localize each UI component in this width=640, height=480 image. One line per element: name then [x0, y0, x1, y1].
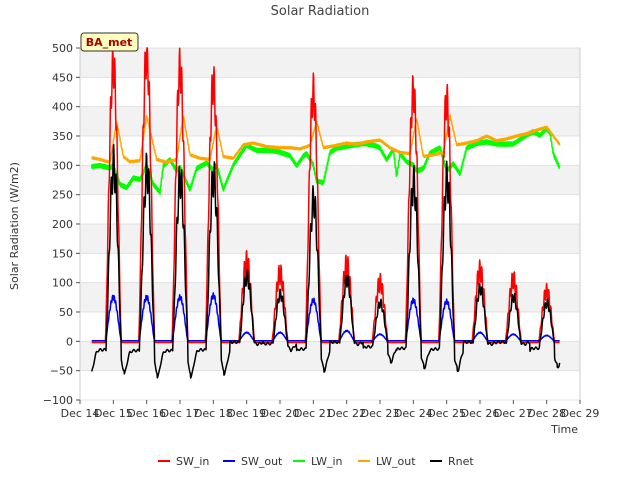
series-line-lw-out — [91, 114, 561, 165]
x-tick-label: Dec 17 — [161, 407, 200, 420]
y-tick-label: 350 — [52, 130, 73, 143]
x-tick-label: Dec 22 — [327, 407, 366, 420]
x-tick-label: Dec 25 — [427, 407, 466, 420]
legend-item-sw-in: SW_in — [158, 455, 209, 468]
y-tick-label: 100 — [52, 277, 73, 290]
x-tick-label: Dec 24 — [394, 407, 433, 420]
legend: SW_in SW_out LW_in LW_out Rnet — [158, 455, 474, 468]
x-tick-label: Dec 29 — [561, 407, 600, 420]
x-tick-label: Dec 20 — [261, 407, 300, 420]
x-tick-label: Dec 27 — [494, 407, 533, 420]
y-tick-label: 300 — [52, 159, 73, 172]
series-line-rnet — [90, 143, 561, 379]
x-tick-label: Dec 26 — [461, 407, 500, 420]
x-tick-label: Dec 21 — [294, 407, 333, 420]
legend-item-lw-in: LW_in — [293, 455, 343, 468]
series-layer — [90, 47, 561, 379]
background-band — [80, 194, 580, 224]
y-tick-label: 0 — [66, 335, 73, 348]
chart-title: Solar Radiation — [271, 4, 370, 19]
legend-label: Rnet — [448, 455, 474, 468]
legend-label: LW_in — [311, 455, 343, 468]
background-band — [80, 370, 580, 400]
series-line-sw-out — [91, 292, 561, 343]
site-label-box: BA_met — [80, 32, 139, 52]
series-line-lw-in — [90, 125, 561, 195]
background-band — [80, 312, 580, 342]
y-tick-label: 200 — [52, 218, 73, 231]
x-tick-label: Dec 14 — [61, 407, 100, 420]
x-tick-label: Dec 19 — [227, 407, 266, 420]
legend-item-lw-out: LW_out — [358, 455, 416, 468]
x-tick-label: Dec 18 — [194, 407, 233, 420]
background-band — [80, 224, 580, 254]
legend-label: SW_out — [241, 455, 283, 468]
x-tick-label: Dec 23 — [361, 407, 400, 420]
background-band — [80, 106, 580, 136]
y-tick-label: 400 — [52, 101, 73, 114]
background-band — [80, 165, 580, 195]
x-axis-label: Time — [550, 423, 578, 436]
y-tick-label: 450 — [52, 71, 73, 84]
y-tick-label: 150 — [52, 247, 73, 260]
background-band — [80, 48, 580, 78]
y-axis-label: Solar Radiation (W/m2) — [8, 162, 21, 290]
y-tick-label: −100 — [43, 394, 73, 407]
legend-label: SW_in — [176, 455, 209, 468]
y-tick-label: 250 — [52, 189, 73, 202]
x-tick-label: Dec 15 — [94, 407, 133, 420]
y-tick-label: −50 — [50, 365, 73, 378]
x-tick-label: Dec 16 — [127, 407, 166, 420]
plot-background-bands — [80, 48, 580, 400]
background-band — [80, 282, 580, 312]
legend-item-rnet: Rnet — [430, 455, 474, 468]
x-tick-label: Dec 28 — [527, 407, 566, 420]
y-tick-label: 500 — [52, 42, 73, 55]
legend-label: LW_out — [376, 455, 416, 468]
background-band — [80, 253, 580, 283]
site-label: BA_met — [86, 36, 133, 49]
y-tick-label: 50 — [59, 306, 73, 319]
series-line-sw-in — [91, 47, 561, 344]
legend-item-sw-out: SW_out — [223, 455, 283, 468]
background-band — [80, 77, 580, 107]
